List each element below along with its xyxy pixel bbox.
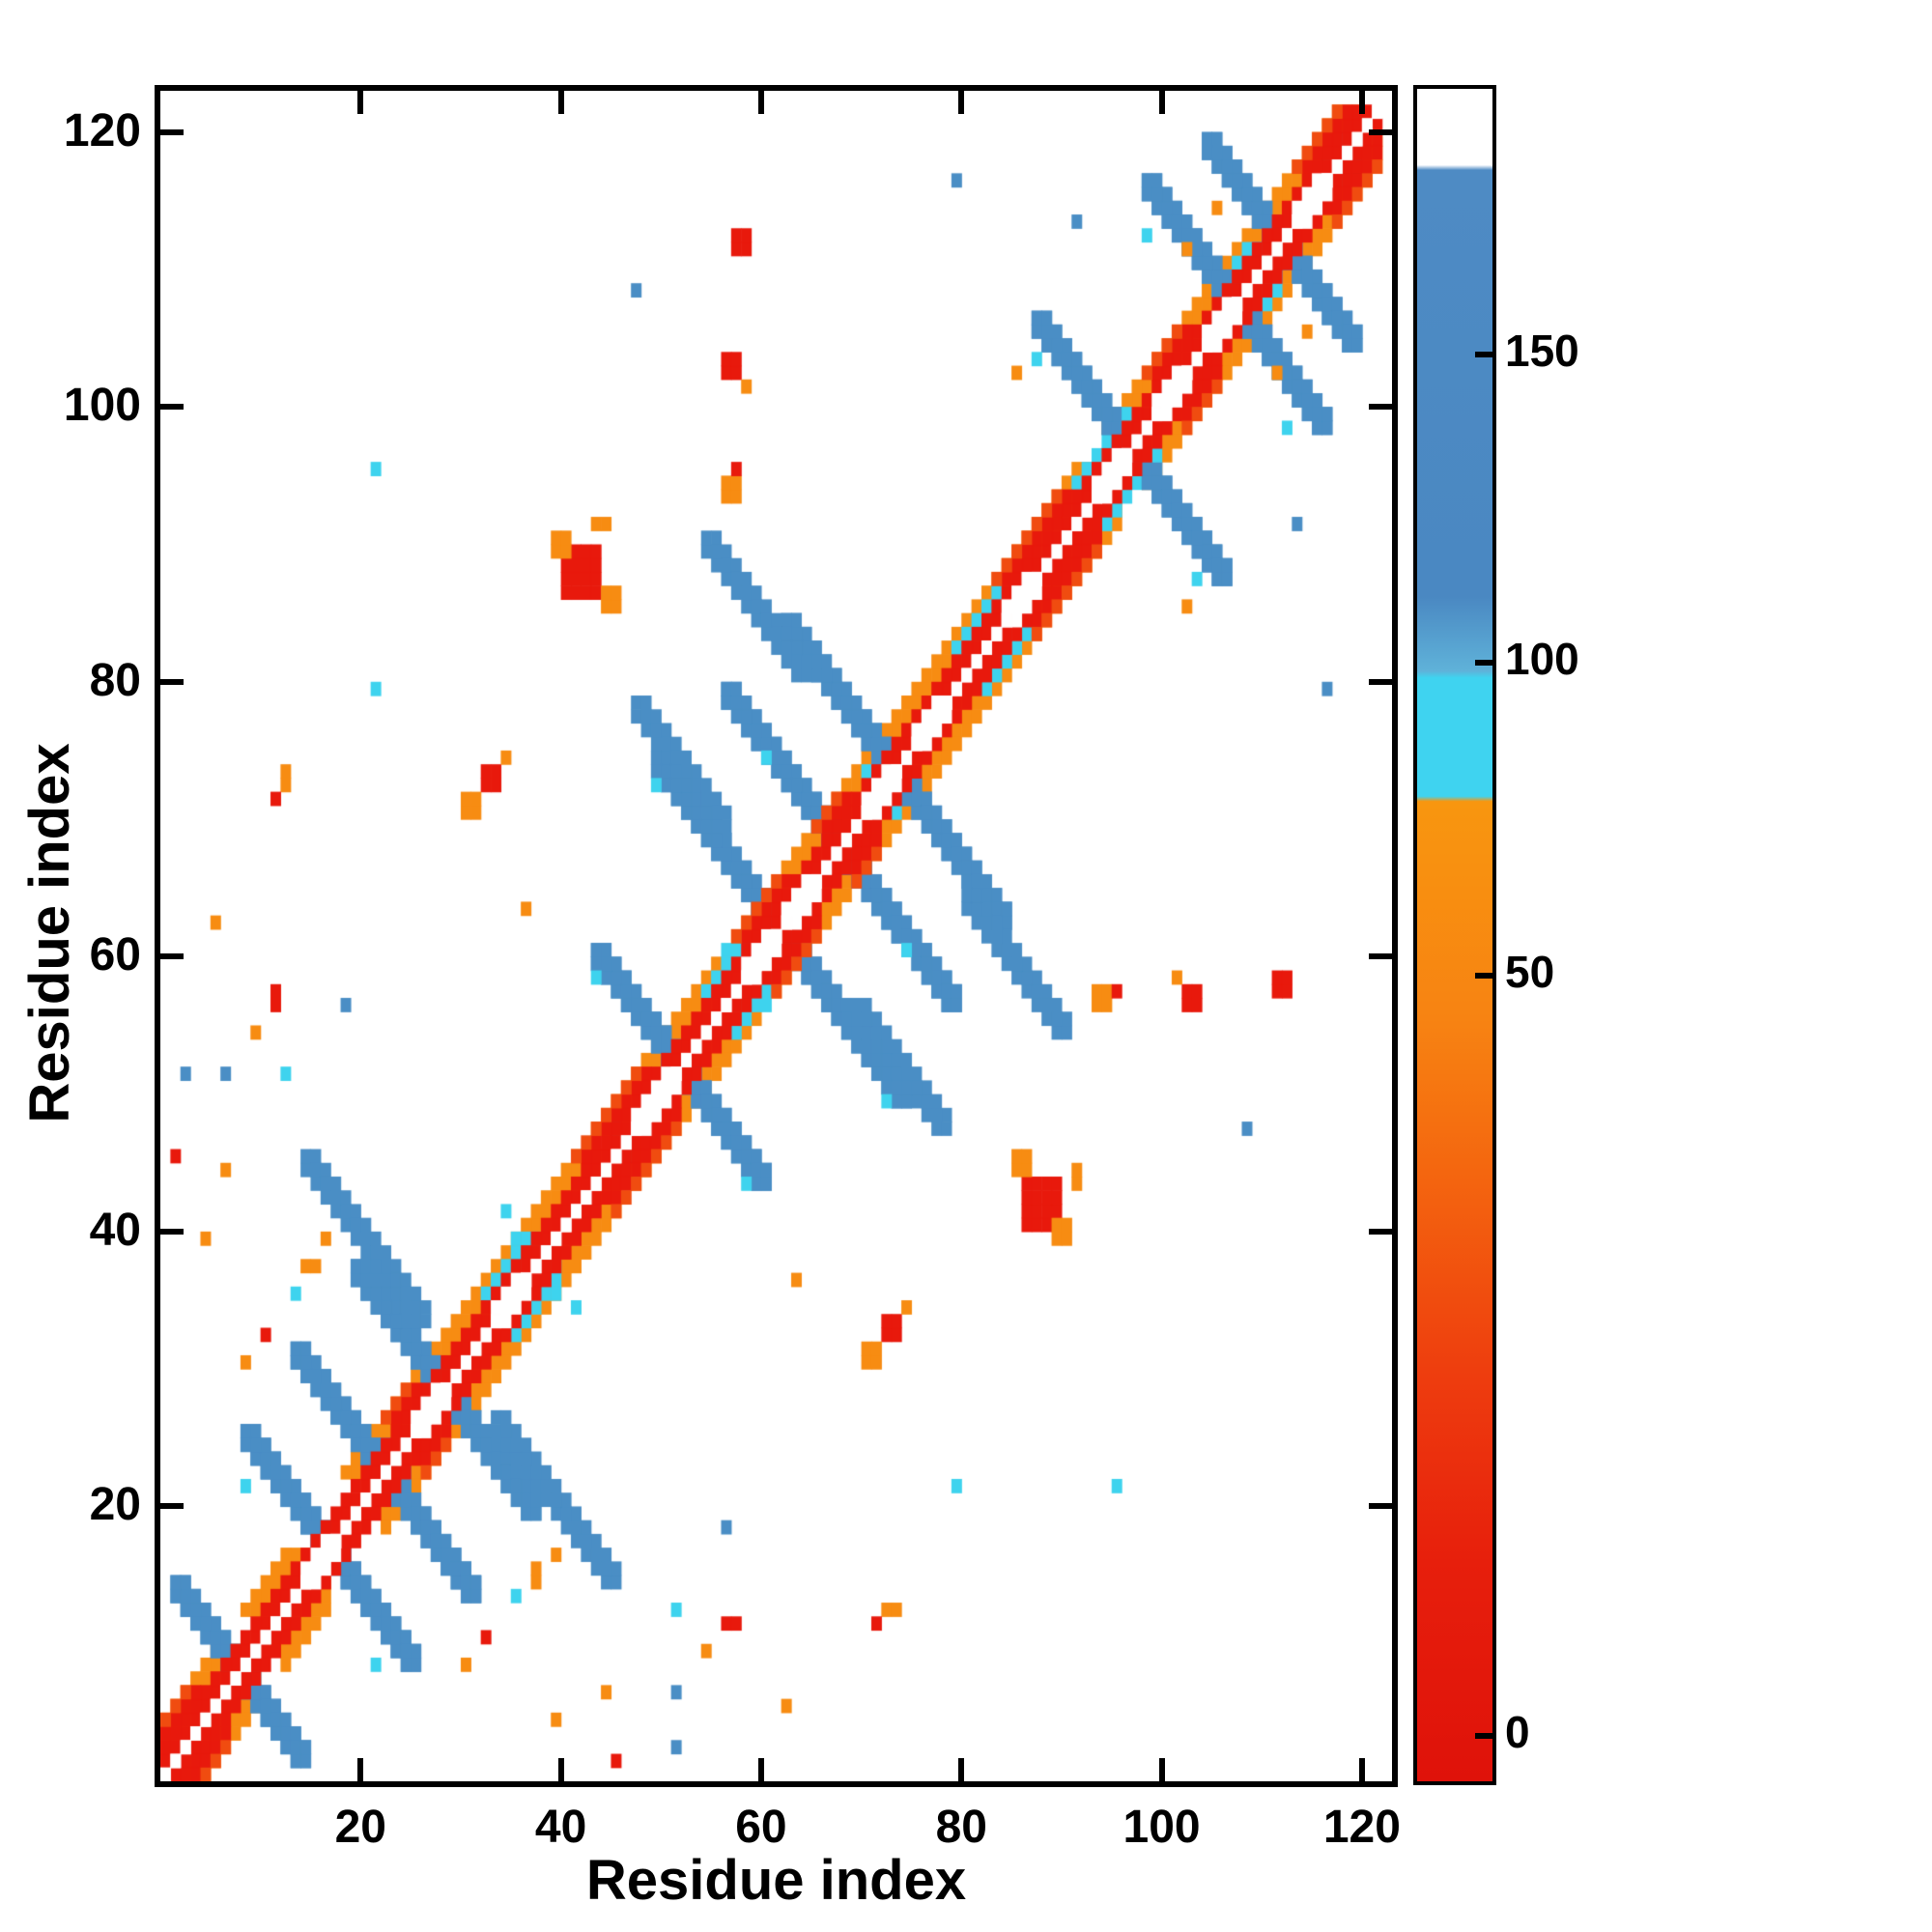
colorbar-tick-mark	[1475, 659, 1492, 666]
colorbar-gradient	[1417, 89, 1492, 1781]
colorbar-tick-mark	[1475, 973, 1492, 980]
colorbar-tick-label: 150	[1505, 326, 1579, 377]
x-tick-label: 120	[1322, 1802, 1401, 1853]
x-tick-label: 80	[935, 1802, 987, 1853]
x-tick-label: 40	[534, 1802, 587, 1853]
heatmap-canvas	[160, 91, 1392, 1781]
x-tick-label: 60	[735, 1802, 787, 1853]
y-tick-label: 20	[89, 1479, 141, 1531]
y-tick-label: 100	[63, 380, 141, 432]
y-tick-label: 40	[89, 1204, 141, 1256]
colorbar-tick-mark	[1475, 352, 1492, 358]
colorbar-tick-mark	[1475, 1732, 1492, 1739]
colorbar-tick-label: 0	[1505, 1706, 1530, 1757]
colorbar-tick-label: 50	[1505, 947, 1555, 998]
colorbar	[1413, 85, 1496, 1785]
y-tick-label: 120	[63, 104, 141, 156]
y-tick-label: 60	[89, 929, 141, 981]
y-tick-label: 80	[89, 654, 141, 706]
plot-area	[155, 85, 1398, 1787]
x-tick-label: 20	[334, 1802, 386, 1853]
x-axis-label: Residue index	[585, 1849, 967, 1912]
y-axis-label: Residue index	[18, 743, 81, 1123]
colorbar-tick-label: 100	[1505, 633, 1579, 684]
x-tick-label: 100	[1122, 1802, 1201, 1853]
